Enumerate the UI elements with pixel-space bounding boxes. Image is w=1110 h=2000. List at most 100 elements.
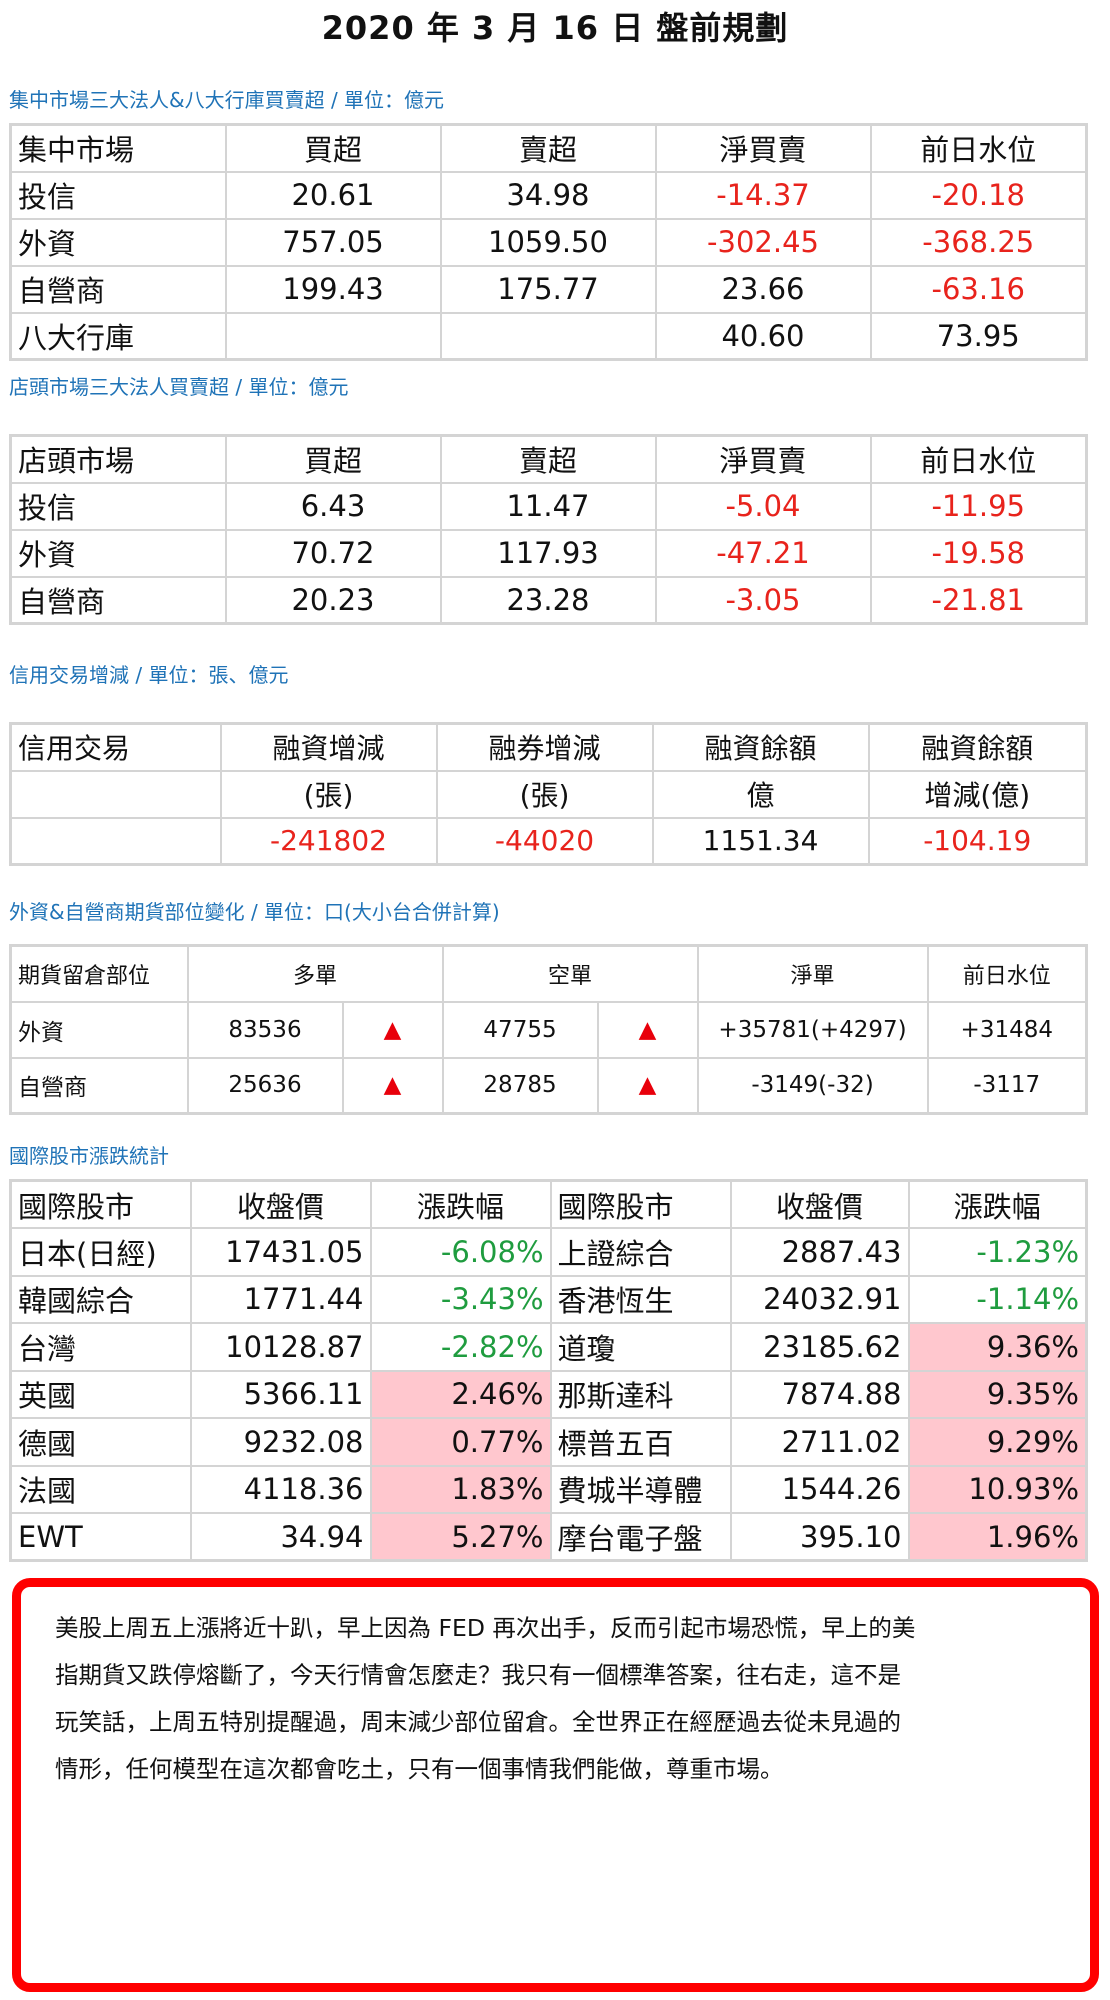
row-name: 自營商 [9, 264, 227, 314]
cell-net: -302.45 [654, 217, 872, 267]
index-name: 台灣 [9, 1322, 192, 1372]
close-price: 24032.91 [729, 1274, 910, 1324]
close-price: 2711.02 [729, 1417, 910, 1467]
cell-prev: -11.95 [869, 481, 1088, 531]
intl-label: 國際股市漲跌統計 [9, 1144, 169, 1168]
table-row: 投信 6.43 11.47 -5.04 -11.95 [9, 481, 1088, 531]
close-price: 34.94 [189, 1512, 372, 1562]
row-name: 外資 [9, 217, 227, 267]
cell-prev: -3117 [926, 1056, 1088, 1115]
change-pct: 2.46% [369, 1369, 552, 1419]
cell-buy: 20.61 [224, 170, 442, 220]
cell-buy: 20.23 [224, 575, 442, 625]
change-pct: -2.82% [369, 1322, 552, 1372]
cell-short: 47755 [441, 1000, 599, 1059]
cell-buy: 199.43 [224, 264, 442, 314]
cell-buy: 70.72 [224, 528, 442, 578]
change-pct: -6.08% [369, 1227, 552, 1277]
change-pct: 9.35% [907, 1369, 1088, 1419]
commentary-line: 指期貨又跌停熔斷了，今天行情會怎麼走？我只有一個標準答案，往右走，這不是 [55, 1661, 901, 1689]
table-row: 法國 4118.36 1.83% 費城半導體 1544.26 10.93% [9, 1464, 1088, 1514]
cell-net: -3149(-32) [696, 1056, 929, 1115]
change-pct: -1.23% [907, 1227, 1088, 1277]
close-price: 23185.62 [729, 1322, 910, 1372]
cell-balance-change: -104.19 [867, 816, 1088, 866]
triangle-up-icon: ▲ [341, 1000, 444, 1059]
change-pct: -3.43% [369, 1274, 552, 1324]
index-name: 費城半導體 [549, 1464, 732, 1514]
otc-market-label: 店頭市場三大法人買賣超 / 單位：億元 [9, 375, 349, 399]
close-price: 17431.05 [189, 1227, 372, 1277]
table-row: 八大行庫 40.60 73.95 [9, 311, 1088, 361]
change-pct: 1.83% [369, 1464, 552, 1514]
index-name: 日本(日經) [9, 1227, 192, 1277]
cell-sell: 117.93 [439, 528, 657, 578]
header-cell: 空單 [441, 944, 699, 1003]
close-price: 2887.43 [729, 1227, 910, 1277]
row-name: 八大行庫 [9, 311, 227, 361]
cell-sell: 34.98 [439, 170, 657, 220]
header-cell: 收盤價 [189, 1179, 372, 1229]
main-market-table: 集中市場 買超 賣超 淨買賣 前日水位 投信 20.61 34.98 -14.3… [9, 123, 1088, 361]
row-name [9, 816, 222, 866]
header-cell: 前日水位 [926, 944, 1088, 1003]
table-header-row: 國際股市 收盤價 漲跌幅 國際股市 收盤價 漲跌幅 [9, 1179, 1088, 1229]
table-row: 外資 70.72 117.93 -47.21 -19.58 [9, 528, 1088, 578]
cell-sell: 175.77 [439, 264, 657, 314]
cell-prev: -19.58 [869, 528, 1088, 578]
cell-prev: -20.18 [869, 170, 1088, 220]
header-cell: 漲跌幅 [907, 1179, 1088, 1229]
cell-prev: -21.81 [869, 575, 1088, 625]
commentary-box: 美股上周五上漲將近十趴，早上因為 FED 再次出手，反而引起市場恐慌，早上的美 … [12, 1578, 1099, 1992]
change-pct: 5.27% [369, 1512, 552, 1562]
page-title: 2020 年 3 月 16 日 盤前規劃 [321, 9, 789, 47]
header-cell: 國際股市 [9, 1179, 192, 1229]
header-cell: 淨買賣 [654, 434, 872, 484]
header-cell: 店頭市場 [9, 434, 227, 484]
otc-market-table: 店頭市場 買超 賣超 淨買賣 前日水位 投信 6.43 11.47 -5.04 … [9, 434, 1088, 625]
header-cell: 淨買賣 [654, 123, 872, 173]
futures-label: 外資&自營商期貨部位變化 / 單位：口(大小台合併計算) [9, 900, 500, 924]
cell-prev: -368.25 [869, 217, 1088, 267]
cell-net: -5.04 [654, 481, 872, 531]
row-name: 自營商 [9, 1056, 189, 1115]
row-name: 投信 [9, 481, 227, 531]
close-price: 10128.87 [189, 1322, 372, 1372]
row-name: 自營商 [9, 575, 227, 625]
table-row: EWT 34.94 5.27% 摩台電子盤 395.10 1.96% [9, 1512, 1088, 1562]
change-pct: 0.77% [369, 1417, 552, 1467]
close-price: 1771.44 [189, 1274, 372, 1324]
table-row: 德國 9232.08 0.77% 標普五百 2711.02 9.29% [9, 1417, 1088, 1467]
header-cell: 融券增減 [435, 722, 654, 772]
row-name: 外資 [9, 1000, 189, 1059]
header-cell: (張) [435, 769, 654, 819]
header-cell: 期貨留倉部位 [9, 944, 189, 1003]
header-cell: 前日水位 [869, 434, 1088, 484]
table-row: 台灣 10128.87 -2.82% 道瓊 23185.62 9.36% [9, 1322, 1088, 1372]
table-row: 自營商 25636 ▲ 28785 ▲ -3149(-32) -3117 [9, 1056, 1088, 1115]
commentary-line: 美股上周五上漲將近十趴，早上因為 FED 再次出手，反而引起市場恐慌，早上的美 [55, 1614, 916, 1642]
table-row: 自營商 199.43 175.77 23.66 -63.16 [9, 264, 1088, 314]
main-market-label: 集中市場三大法人&八大行庫買賣超 / 單位：億元 [9, 88, 445, 112]
cell-net: -47.21 [654, 528, 872, 578]
table-header-row: 店頭市場 買超 賣超 淨買賣 前日水位 [9, 434, 1088, 484]
cell-long: 25636 [186, 1056, 344, 1115]
credit-table: 信用交易 融資增減 融券增減 融資餘額 融資餘額 (張) (張) 億 增減(億)… [9, 722, 1088, 866]
header-cell: 賣超 [439, 434, 657, 484]
header-cell: 買超 [224, 123, 442, 173]
table-row: -241802 -44020 1151.34 -104.19 [9, 816, 1088, 866]
header-cell: 國際股市 [549, 1179, 732, 1229]
table-header-row: (張) (張) 億 增減(億) [9, 769, 1088, 819]
cell-sell: 11.47 [439, 481, 657, 531]
cell-sell: 23.28 [439, 575, 657, 625]
triangle-up-icon: ▲ [341, 1056, 444, 1115]
header-cell: 漲跌幅 [369, 1179, 552, 1229]
header-cell: 融資餘額 [651, 722, 870, 772]
cell-sell [439, 311, 657, 361]
change-pct: 9.36% [907, 1322, 1088, 1372]
table-header-row: 期貨留倉部位 多單 空單 淨單 前日水位 [9, 944, 1088, 1003]
cell-net: -3.05 [654, 575, 872, 625]
futures-table: 期貨留倉部位 多單 空單 淨單 前日水位 外資 83536 ▲ 47755 ▲ … [9, 944, 1089, 1115]
index-name: 法國 [9, 1464, 192, 1514]
header-cell: (張) [219, 769, 438, 819]
